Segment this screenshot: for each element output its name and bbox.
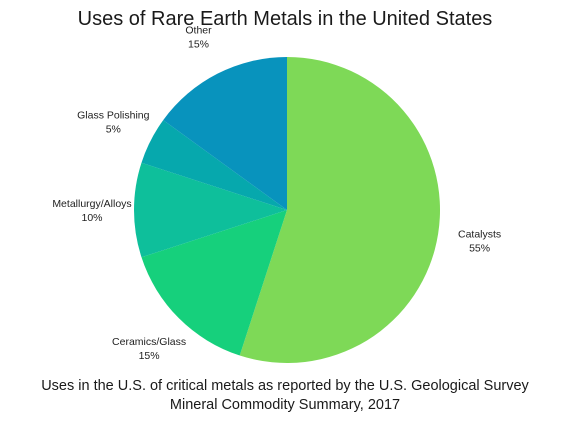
pie-slice-other [163, 57, 287, 210]
slice-label: Glass Polishing [77, 110, 150, 122]
slice-value-label: 10% [81, 212, 102, 224]
pie-slice-catalysts [239, 57, 441, 363]
slice-value-label: 15% [139, 350, 160, 362]
slice-value-label: 5% [106, 124, 121, 136]
chart-title: Uses of Rare Earth Metals in the United … [77, 8, 493, 30]
slice-label: Ceramics/Glass [112, 336, 186, 348]
slice-value-label: 15% [188, 38, 209, 50]
pie-slice-metallurgy-alloys [134, 162, 287, 258]
pie-slice-ceramics-glass [141, 210, 287, 356]
slice-label: Metallurgy/Alloys [52, 198, 131, 210]
slice-value-label: 55% [469, 243, 490, 255]
slice-label: Catalysts [458, 229, 501, 241]
slice-label: Other [185, 24, 212, 36]
chart-caption: Uses in the U.S. of critical metals as r… [41, 378, 529, 413]
pie-slice-glass-polishing [141, 120, 287, 210]
